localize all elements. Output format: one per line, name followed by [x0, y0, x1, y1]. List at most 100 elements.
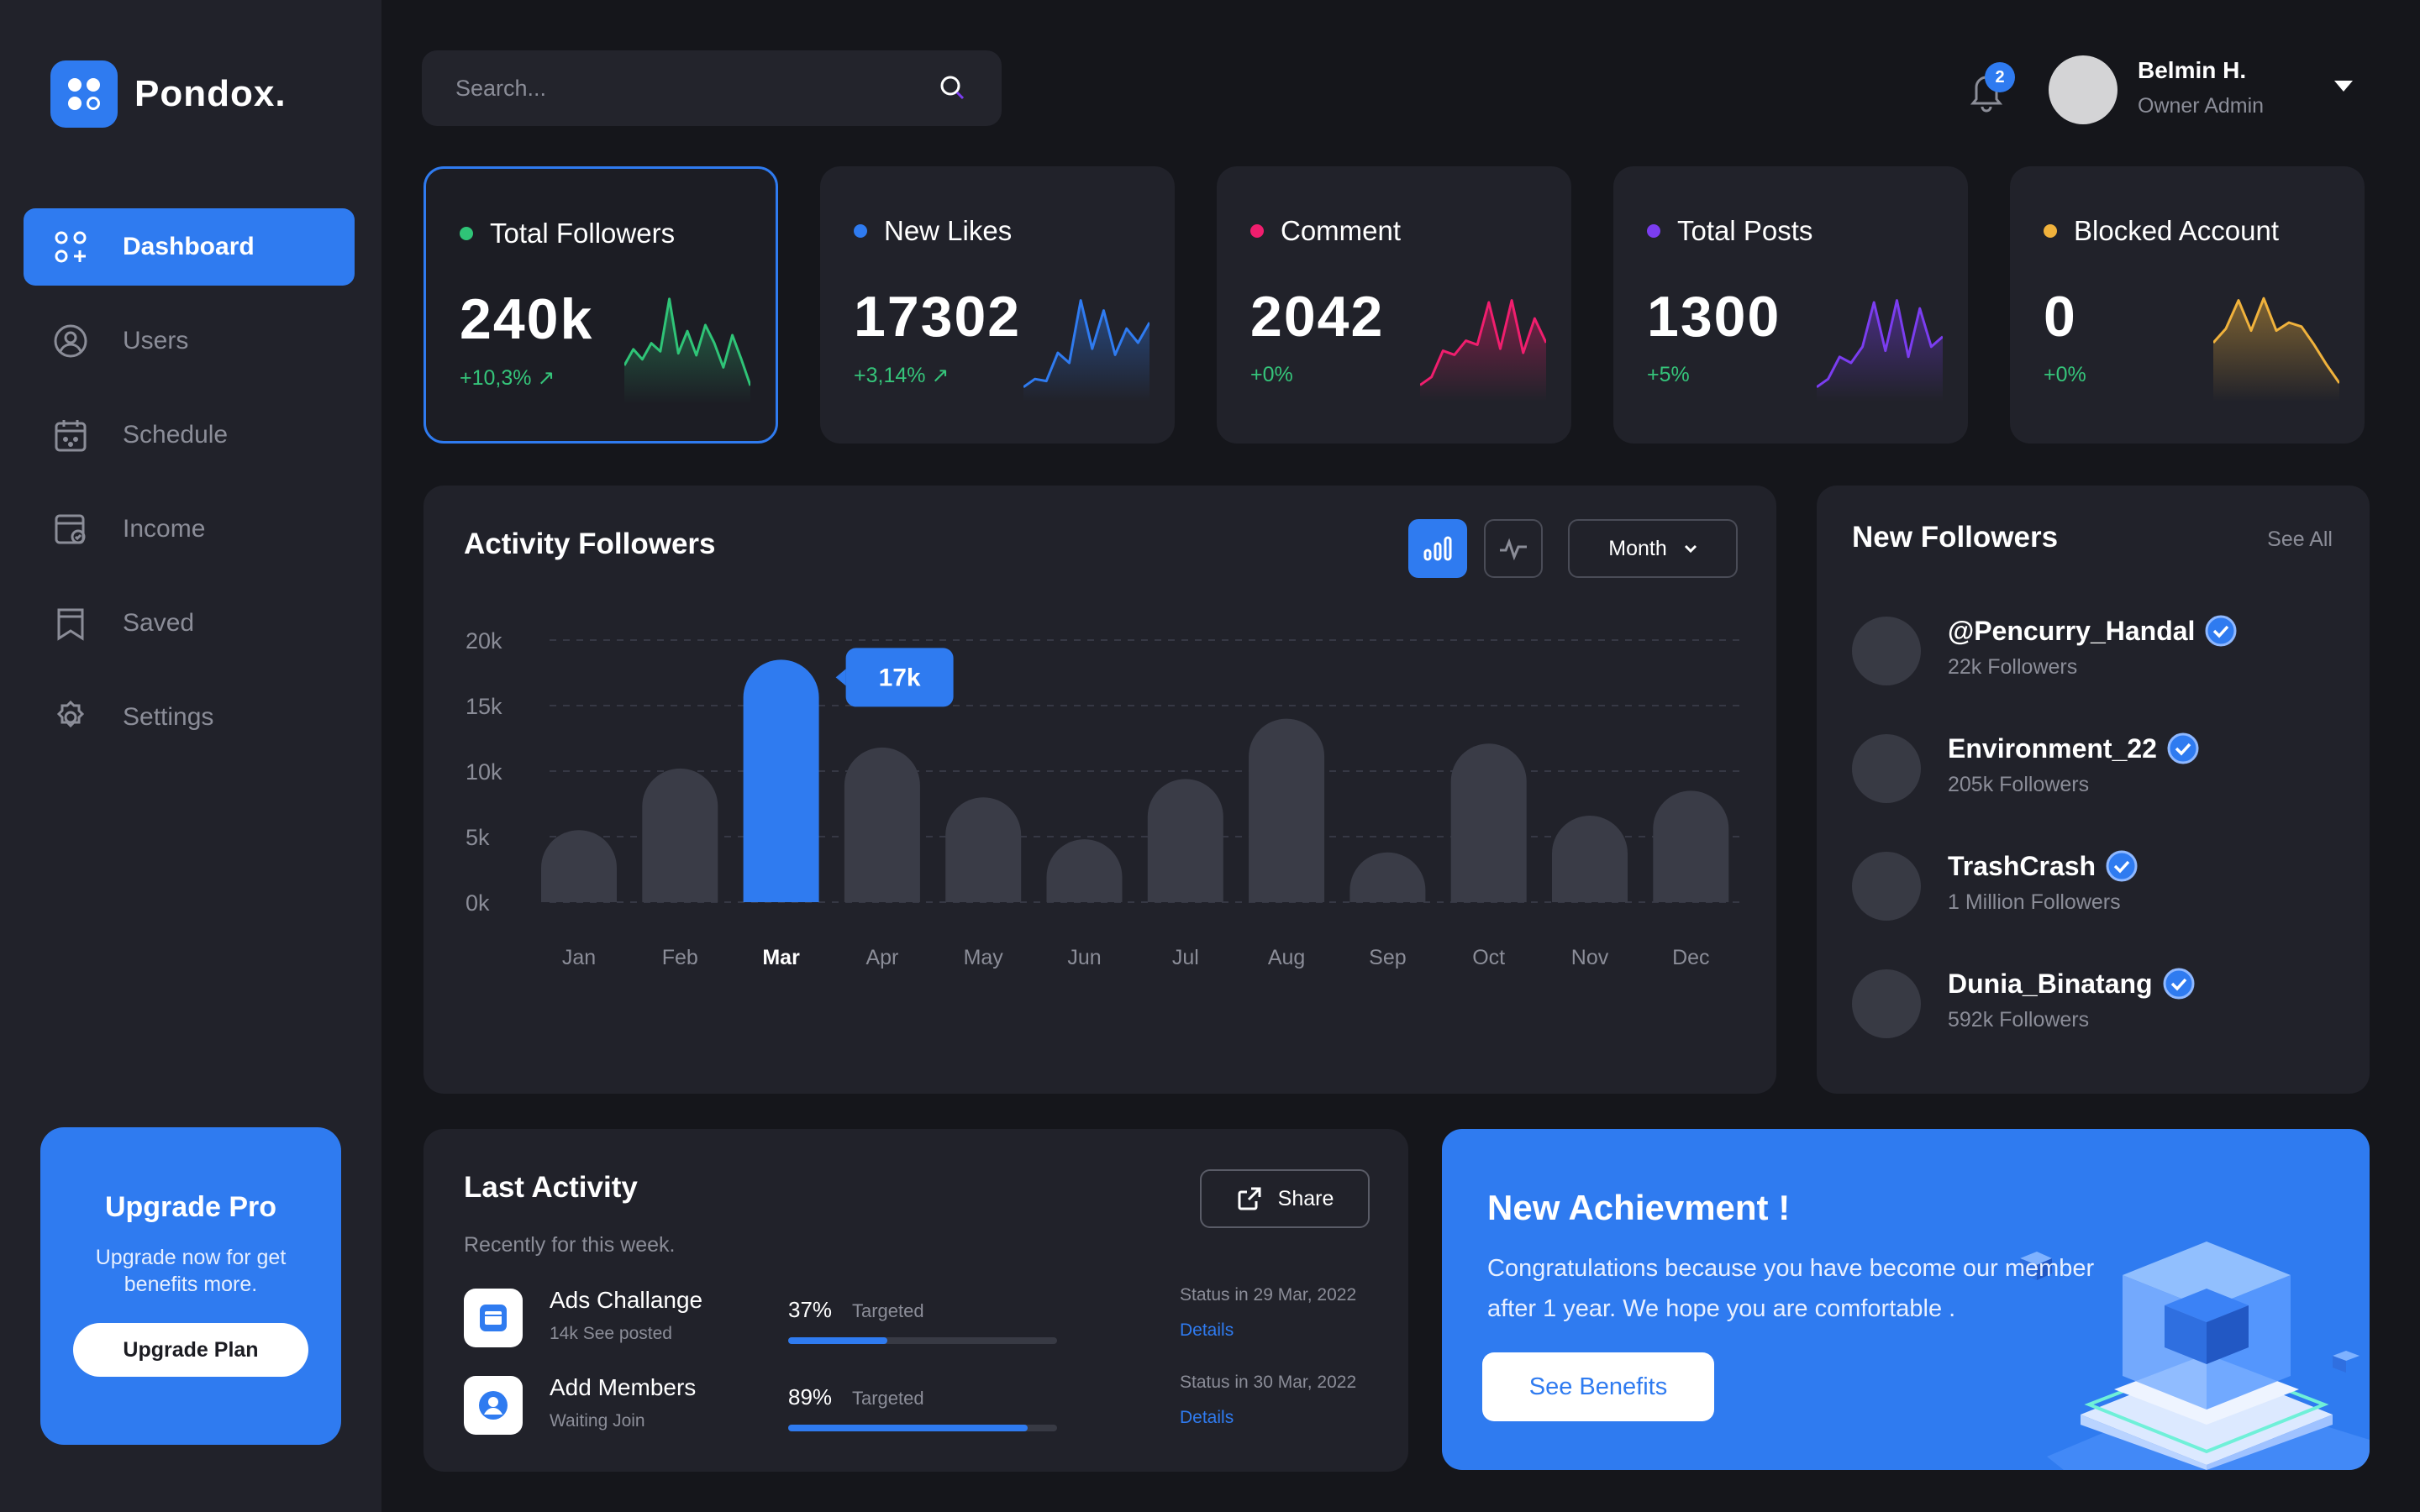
follower-handle: TrashCrash	[1948, 850, 2096, 881]
range-select[interactable]: Month	[1568, 519, 1738, 578]
sidebar-item-dashboard[interactable]: Dashboard	[24, 208, 355, 286]
activity-row[interactable]: Add Members Waiting Join 89% Targeted St…	[464, 1373, 1371, 1440]
follower-count: 592k Followers	[1948, 1008, 2090, 1032]
sparkline-line	[1420, 299, 1546, 386]
chevron-down-icon	[1684, 544, 1697, 554]
stat-value: 2042	[1250, 285, 1385, 349]
sidebar-item-label: Saved	[123, 609, 195, 637]
x-tick-label: Jul	[1172, 946, 1199, 969]
stat-card-new-likes[interactable]: New Likes 17302 +3,14% ↗	[820, 166, 1175, 444]
bar-mar[interactable]	[743, 659, 819, 902]
brand[interactable]: Pondox.	[50, 60, 287, 128]
bar-apr[interactable]	[844, 747, 920, 902]
sidebar-nav: Dashboard Users Schedule Income Sav	[24, 208, 355, 773]
x-tick-label: May	[964, 946, 1004, 969]
bar-jun[interactable]	[1046, 839, 1123, 902]
bar-feb[interactable]	[642, 768, 718, 902]
calendar-app-icon	[464, 1289, 523, 1347]
activity-name: Ads Challange	[550, 1287, 703, 1313]
search-input[interactable]	[455, 75, 938, 102]
share-button[interactable]: Share	[1200, 1169, 1370, 1228]
isometric-cube-illustration	[2020, 1242, 2370, 1470]
dashboard-icon	[55, 231, 87, 263]
sidebar-item-schedule[interactable]: Schedule	[24, 396, 355, 474]
panel-subtitle: Recently for this week.	[464, 1233, 676, 1257]
sidebar-item-users[interactable]: Users	[24, 302, 355, 380]
see-all-link[interactable]: See All	[2267, 528, 2333, 551]
details-link[interactable]: Details	[1180, 1408, 1234, 1427]
upgrade-card: Upgrade Pro Upgrade now for get benefits…	[40, 1127, 341, 1445]
activity-sub: 14k See posted	[550, 1324, 672, 1343]
bar-nov[interactable]	[1552, 816, 1628, 902]
activity-row[interactable]: Ads Challange 14k See posted 37% Targete…	[464, 1285, 1371, 1352]
activity-status: Status in 30 Mar, 2022	[1180, 1373, 1357, 1392]
upgrade-plan-button[interactable]: Upgrade Plan	[73, 1323, 308, 1377]
stat-delta-value: +3,14%	[854, 364, 926, 387]
bar-aug[interactable]	[1249, 718, 1325, 902]
pulse-icon	[1500, 538, 1527, 560]
wallet-icon	[55, 514, 86, 544]
sidebar-item-saved[interactable]: Saved	[24, 585, 355, 662]
stat-card-total-followers[interactable]: Total Followers 240k +10,3% ↗	[424, 166, 778, 444]
y-tick-label: 20k	[466, 628, 502, 654]
stat-value: 1300	[1647, 285, 1781, 349]
sidebar-item-label: Settings	[123, 703, 214, 731]
search-bar	[422, 50, 1002, 126]
sidebar-item-income[interactable]: Income	[24, 491, 355, 568]
bar-may[interactable]	[945, 797, 1022, 902]
avatar	[1852, 617, 1921, 685]
bar-sep[interactable]	[1349, 852, 1426, 902]
sparkline-line	[2213, 297, 2339, 384]
follower-handle: Environment_22	[1948, 732, 2157, 764]
follower-count: 1 Million Followers	[1948, 890, 2121, 914]
bar-oct[interactable]	[1450, 743, 1527, 902]
follower-item[interactable]: Environment_22 205k Followers	[1852, 722, 2323, 806]
stat-card-total-posts[interactable]: Total Posts 1300 +5%	[1613, 166, 1968, 444]
stat-card-comment[interactable]: Comment 2042 +0%	[1217, 166, 1571, 444]
sparkline-area	[1023, 300, 1150, 402]
status-dot	[854, 224, 867, 238]
details-link[interactable]: Details	[1180, 1320, 1234, 1340]
sparkline-line	[624, 297, 750, 386]
x-tick-label: Apr	[865, 946, 898, 969]
sparkline	[1420, 299, 1546, 402]
follower-count: 22k Followers	[1948, 655, 2078, 679]
stat-header: Total Followers	[460, 218, 675, 249]
sparkline	[1817, 299, 1943, 402]
verified-badge-icon	[2205, 615, 2237, 647]
bar-chart-toggle[interactable]	[1408, 519, 1467, 578]
upgrade-text: Upgrade now for get benefits more.	[95, 1246, 287, 1296]
see-benefits-button[interactable]: See Benefits	[1482, 1352, 1714, 1421]
calendar-icon	[55, 420, 87, 452]
sparkline	[624, 297, 750, 404]
stat-delta: +3,14% ↗	[854, 363, 949, 388]
stat-delta: +10,3% ↗	[460, 365, 555, 391]
sidebar-item-label: Dashboard	[123, 233, 255, 260]
avatar[interactable]	[2049, 55, 2118, 124]
x-tick-label: Jun	[1067, 946, 1101, 969]
status-dot	[2044, 224, 2057, 238]
avatar	[1852, 852, 1921, 921]
user-app-icon	[464, 1376, 523, 1435]
activity-chart: 0k 5k 10k 15k 20k Jan Feb Mar 17k Apr May Jun Jul Aug…	[466, 628, 1743, 969]
new-followers-panel: New Followers See All @Pencurry_Handal 2…	[1817, 486, 2370, 1094]
bar-dec[interactable]	[1653, 790, 1729, 902]
follower-item[interactable]: Dunia_Binatang 592k Followers	[1852, 958, 2323, 1042]
bar-jan[interactable]	[541, 830, 617, 902]
verified-badge-icon	[2167, 732, 2199, 764]
bar-jul[interactable]	[1147, 779, 1223, 902]
user-icon	[54, 324, 87, 358]
search-icon[interactable]	[938, 73, 968, 103]
tooltip-value: 17k	[879, 664, 921, 691]
follower-item[interactable]: TrashCrash 1 Million Followers	[1852, 840, 2323, 924]
stat-delta: +0%	[2044, 363, 2086, 386]
stat-card-blocked-account[interactable]: Blocked Account 0 +0%	[2010, 166, 2365, 444]
follower-item[interactable]: @Pencurry_Handal 22k Followers	[1852, 605, 2323, 689]
sidebar-item-settings[interactable]: Settings	[24, 679, 355, 756]
stat-delta: +5%	[1647, 363, 1690, 386]
gear-icon	[56, 700, 85, 728]
chevron-down-icon[interactable]	[2334, 81, 2353, 92]
line-chart-toggle[interactable]	[1484, 519, 1543, 578]
sparkline-line	[1023, 299, 1150, 389]
stat-label: Blocked Account	[2074, 215, 2279, 246]
